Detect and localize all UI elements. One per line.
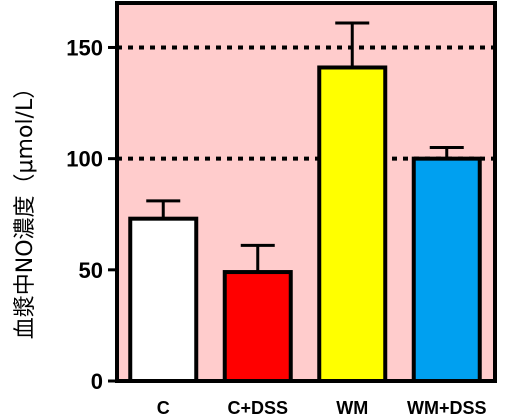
bar (411, 156, 482, 383)
y-tick-label: 0 (91, 369, 103, 394)
bars (128, 21, 482, 383)
y-tick-label: 50 (79, 258, 103, 283)
bar (317, 65, 388, 383)
reference-lines (117, 45, 495, 161)
bar (222, 270, 293, 383)
x-tick-label: WM+DSS (407, 398, 487, 416)
x-tick-label: WM (336, 398, 368, 416)
y-tick-label: 100 (66, 147, 103, 172)
y-tick-label: 150 (66, 35, 103, 60)
plot-frame (115, 1, 497, 383)
y-axis-ticks: 0 50 100 150 (66, 35, 117, 394)
x-tick-label: C+DSS (227, 398, 288, 416)
y-axis-label: 血漿中NO濃度（μmol/L） (13, 77, 38, 339)
x-axis-labels: C C+DSS WM WM+DSS (157, 398, 487, 416)
bar (128, 216, 199, 383)
x-tick-label: C (157, 398, 170, 416)
